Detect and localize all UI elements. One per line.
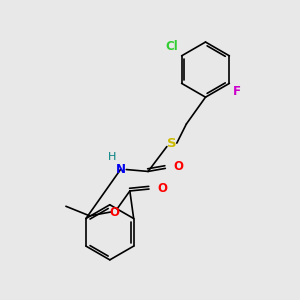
Text: F: F — [233, 85, 241, 98]
Text: H: H — [108, 152, 116, 162]
Text: O: O — [174, 160, 184, 173]
Text: Cl: Cl — [166, 40, 178, 53]
Text: N: N — [116, 163, 125, 176]
Text: O: O — [158, 182, 167, 195]
Text: O: O — [110, 206, 119, 218]
Text: S: S — [167, 137, 177, 150]
